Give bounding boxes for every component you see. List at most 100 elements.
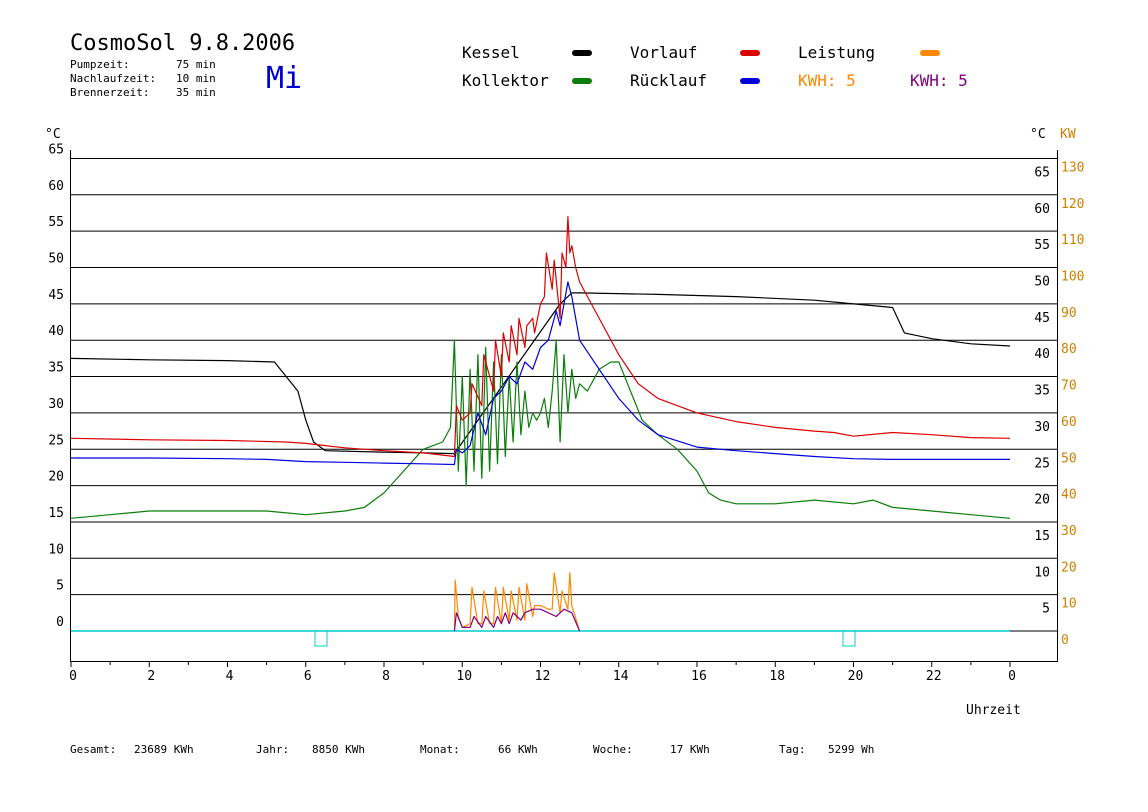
marker-square-right: [842, 630, 856, 647]
left-tick-60: 60: [48, 179, 64, 194]
brennerzeit-label: Brennerzeit:: [70, 86, 149, 99]
legend-kessel-label: Kessel: [462, 43, 520, 62]
legend-vorlauf-swatch: [740, 50, 760, 56]
legend-kessel-swatch: [572, 50, 592, 56]
footer-woche-label: Woche:: [593, 743, 633, 756]
footer-gesamt-value: 23689 KWh: [134, 743, 194, 756]
kw-tick-70: 70: [1061, 379, 1077, 394]
legend-kollektor-swatch: [572, 78, 592, 84]
left-tick-65: 65: [48, 142, 64, 157]
x-tick-9: 18: [769, 669, 785, 684]
x-tick-8: 16: [691, 669, 707, 684]
kw-tick-110: 110: [1061, 233, 1084, 248]
left-tick-25: 25: [48, 433, 64, 448]
chart-title: CosmoSol 9.8.2006: [70, 31, 295, 56]
axis-ticks: 0510152025303540455055606551015202530354…: [48, 142, 1084, 684]
kw-tick-60: 60: [1061, 415, 1077, 430]
kw-tick-10: 10: [1061, 597, 1077, 612]
pumpzeit-label: Pumpzeit:: [70, 58, 130, 71]
left-tick-20: 20: [48, 470, 64, 485]
footer-gesamt-label: Gesamt:: [70, 743, 116, 756]
footer-totals: Gesamt: 23689 KWh Jahr: 8850 KWh Monat: …: [70, 743, 874, 756]
footer-tag-value: 5299 Wh: [828, 743, 874, 756]
left-tick-40: 40: [48, 324, 64, 339]
series-line-leistung-4: [453, 572, 581, 632]
kw-tick-30: 30: [1061, 524, 1077, 539]
right-unit-label: °C: [1030, 127, 1046, 142]
footer-tag-label: Tag:: [779, 743, 806, 756]
x-tick-3: 6: [304, 669, 312, 684]
kw-tick-90: 90: [1061, 306, 1077, 321]
nachlaufzeit-label: Nachlaufzeit:: [70, 72, 156, 85]
series-line-kessel-0: [70, 292, 1011, 455]
legend-kwh-purple: KWH: 5: [910, 71, 968, 90]
x-tick-10: 20: [848, 669, 864, 684]
x-tick-5: 10: [456, 669, 472, 684]
footer-monat-label: Monat:: [420, 743, 460, 756]
footer-jahr-label: Jahr:: [256, 743, 289, 756]
legend-leistung-label: Leistung: [798, 43, 875, 62]
right-tick-10: 10: [1034, 565, 1050, 580]
series-line-vorlauf-2: [70, 216, 1011, 458]
weekday-label: Mi: [266, 61, 302, 96]
left-unit-label: °C: [45, 127, 61, 142]
series-line-kwh-5: [453, 608, 581, 632]
x-tick-2: 4: [226, 669, 234, 684]
right-tick-50: 50: [1034, 275, 1050, 290]
pumpzeit-value: 75 min: [176, 58, 216, 71]
left-tick-30: 30: [48, 397, 64, 412]
marker-square-left: [314, 630, 328, 647]
nachlaufzeit-value: 10 min: [176, 72, 216, 85]
series-line-r-cklauf-3: [71, 281, 1010, 466]
footer-monat-value: 66 KWh: [498, 743, 538, 756]
x-tick-4: 8: [382, 669, 390, 684]
legend-vorlauf-label: Vorlauf: [630, 43, 697, 62]
series-lines: [70, 216, 1011, 632]
left-tick-5: 5: [56, 579, 64, 594]
x-tick-0: 0: [69, 669, 77, 684]
x-tick-6: 12: [535, 669, 551, 684]
kw-tick-20: 20: [1061, 560, 1077, 575]
kw-tick-80: 80: [1061, 342, 1077, 357]
legend-kollektor-label: Kollektor: [462, 71, 549, 90]
kw-unit-label: KW: [1060, 127, 1076, 142]
kw-tick-50: 50: [1061, 451, 1077, 466]
kw-tick-130: 130: [1061, 160, 1084, 175]
grid-lines: [70, 150, 1058, 662]
right-tick-45: 45: [1034, 311, 1050, 326]
right-tick-15: 15: [1034, 529, 1050, 544]
right-tick-30: 30: [1034, 420, 1050, 435]
right-tick-5: 5: [1042, 602, 1050, 617]
brennerzeit-value: 35 min: [176, 86, 216, 99]
x-tick-12: 0: [1008, 669, 1016, 684]
kw-tick-120: 120: [1061, 197, 1084, 212]
legend-ruecklauf-swatch: [740, 78, 760, 84]
legend-ruecklauf-label: Rücklauf: [630, 71, 707, 90]
x-tick-11: 22: [926, 669, 942, 684]
right-tick-35: 35: [1034, 384, 1050, 399]
legend-kwh-orange: KWH: 5: [798, 71, 856, 90]
x-axis-label: Uhrzeit: [966, 703, 1021, 718]
left-tick-45: 45: [48, 288, 64, 303]
footer-woche-value: 17 KWh: [670, 743, 710, 756]
right-tick-65: 65: [1034, 165, 1050, 180]
right-tick-25: 25: [1034, 456, 1050, 471]
left-tick-0: 0: [56, 615, 64, 630]
series-line-kollektor-1: [70, 339, 1011, 519]
right-tick-55: 55: [1034, 238, 1050, 253]
right-tick-60: 60: [1034, 202, 1050, 217]
right-tick-40: 40: [1034, 347, 1050, 362]
left-tick-15: 15: [48, 506, 64, 521]
x-tick-1: 2: [147, 669, 155, 684]
left-tick-10: 10: [48, 542, 64, 557]
left-tick-55: 55: [48, 215, 64, 230]
left-tick-35: 35: [48, 361, 64, 376]
legend-leistung-swatch: [920, 50, 940, 56]
legend: Kessel Kollektor Vorlauf Rücklauf Leistu…: [462, 43, 968, 90]
footer-jahr-value: 8850 KWh: [312, 743, 365, 756]
kw-tick-100: 100: [1061, 270, 1084, 285]
x-tick-7: 14: [613, 669, 629, 684]
kw-tick-0: 0: [1061, 633, 1069, 648]
right-tick-20: 20: [1034, 493, 1050, 508]
